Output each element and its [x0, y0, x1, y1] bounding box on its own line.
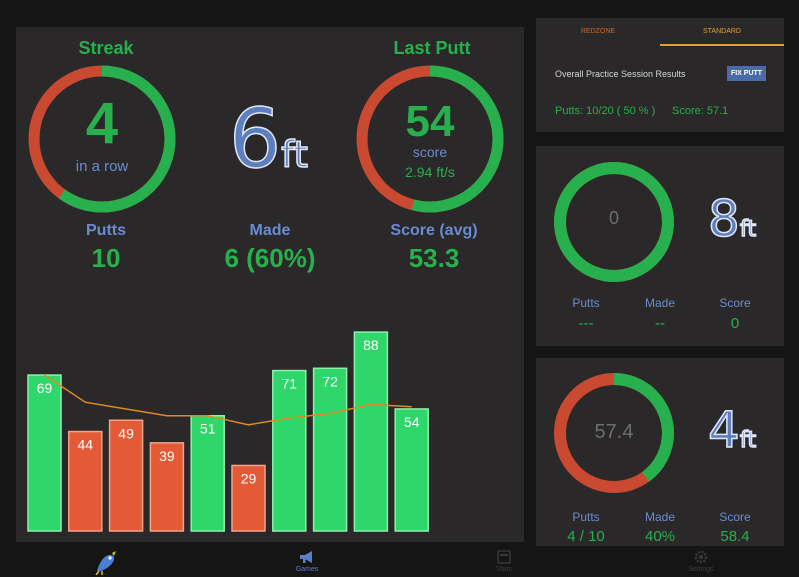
nav-home[interactable]: [55, 546, 155, 577]
card-8ft-score-label: Score: [719, 296, 751, 310]
stats-icon: [497, 550, 511, 564]
nav-stats[interactable]: Stats: [454, 546, 554, 577]
chart-bar-label: 54: [404, 414, 420, 430]
card-8ft-ring: [554, 162, 674, 282]
score-avg-label: Score (avg): [390, 222, 478, 239]
streak-ring-progress: [28, 65, 176, 213]
card-4ft-distance-unit: ft: [739, 426, 757, 454]
last-putt-speed: 2.94 ft/s: [405, 164, 455, 180]
overall-title: Overall Practice Session Results: [555, 69, 686, 79]
putts-label: Putts: [86, 222, 126, 239]
distance-card-8ft[interactable]: 0 8ft Putts Made Score --- -- 0: [536, 146, 784, 346]
chart-bar: [394, 408, 429, 532]
chart-bar-label: 29: [241, 470, 257, 486]
nav-settings-label: Settings: [688, 566, 714, 573]
chart-bar-label: 51: [200, 421, 216, 437]
card-4ft-putts-value: 4 / 10: [567, 528, 605, 545]
putt-scores-chart: 69 44 49 39 51 29 71 72 88 54: [27, 331, 429, 532]
nav-games[interactable]: Games: [257, 546, 357, 577]
card-4ft-score-label: Score: [719, 510, 751, 524]
card-4ft-distance: 4ft: [707, 404, 757, 465]
chart-bar-label: 72: [322, 373, 338, 389]
nav-stats-label: Stats: [496, 566, 512, 573]
megaphone-icon: [300, 551, 312, 563]
card-4ft-center: 57.4: [594, 421, 634, 443]
session-panel: Streak 4 in a row 6ft Last Putt 54 score…: [16, 27, 524, 542]
nav-settings[interactable]: Settings: [651, 546, 751, 577]
card-8ft-made-label: Made: [644, 296, 676, 310]
card-4ft-ring-progress: [554, 373, 674, 493]
made-value: 6 (60%): [224, 243, 316, 273]
overall-score: Score: 57.1: [672, 105, 729, 117]
made-label: Made: [249, 222, 291, 239]
card-4ft-putts-label: Putts: [572, 510, 600, 524]
chart-bar-label: 88: [363, 337, 379, 353]
card-8ft-distance: 8ft: [707, 193, 757, 254]
card-8ft-putts-value: ---: [578, 315, 594, 332]
streak-ring: [28, 65, 176, 213]
overall-putts: Putts: 10/20 ( 50 % ): [555, 105, 656, 117]
chart-bar: [108, 419, 144, 532]
putts-value: 10: [91, 243, 121, 273]
chart-bar: [353, 331, 389, 532]
fix-putt-button[interactable]: FIX PUTT: [727, 66, 766, 81]
last-putt-ring: [356, 65, 504, 213]
card-8ft-made-value: --: [655, 315, 665, 332]
distance-unit: ft: [280, 132, 308, 177]
chart-bar-label: 71: [282, 376, 298, 392]
card-8ft-distance-value: 8: [707, 190, 740, 248]
chart-bar-label: 39: [159, 448, 175, 464]
streak-heading: Streak: [78, 38, 134, 58]
distance-value: 6: [228, 92, 282, 187]
chart-bar-label: 44: [78, 437, 94, 453]
gear-icon: [694, 550, 708, 564]
distance-label: 6ft: [228, 98, 308, 196]
card-4ft-made-label: Made: [644, 510, 676, 524]
streak-caption: in a row: [75, 158, 129, 175]
last-putt-score: 54: [405, 97, 455, 146]
score-avg-value: 53.3: [408, 243, 460, 273]
streak-value: 4: [85, 91, 119, 156]
card-8ft-score-value: 0: [730, 315, 740, 332]
chart-bar: [149, 442, 185, 532]
nav-games-label: Games: [295, 566, 319, 573]
card-8ft-ring-progress: [554, 162, 674, 282]
chart-bar: [312, 367, 348, 532]
chart-bar-label: 49: [118, 425, 134, 441]
overall-panel: REDZONE STANDARD Overall Practice Sessio…: [536, 18, 784, 132]
card-4ft-made-value: 40%: [644, 528, 676, 545]
last-putt-ring-progress: [356, 65, 504, 213]
card-8ft-distance-unit: ft: [739, 215, 757, 243]
tab-standard[interactable]: STANDARD: [660, 18, 784, 46]
bottom-nav: Games Stats Settings: [0, 546, 799, 577]
chart-bar: [272, 369, 307, 532]
last-putt-heading: Last Putt: [393, 38, 471, 58]
chart-trend-line: [44, 374, 412, 426]
chart-bar: [27, 374, 62, 532]
chart-bar: [68, 430, 103, 532]
last-putt-caption: score: [412, 144, 448, 160]
card-4ft-ring: [554, 373, 674, 493]
chart-bar: [231, 464, 266, 532]
card-8ft-center: 0: [608, 208, 619, 228]
bird-logo-icon: [95, 551, 116, 575]
card-8ft-putts-label: Putts: [572, 296, 600, 310]
tab-redzone[interactable]: REDZONE: [580, 28, 616, 35]
card-4ft-distance-value: 4: [707, 401, 740, 459]
distance-card-4ft[interactable]: 57.4 4ft Putts Made Score 4 / 10 40% 58.…: [536, 358, 784, 546]
chart-bar-label: 69: [37, 380, 53, 396]
card-4ft-score-value: 58.4: [720, 528, 750, 545]
